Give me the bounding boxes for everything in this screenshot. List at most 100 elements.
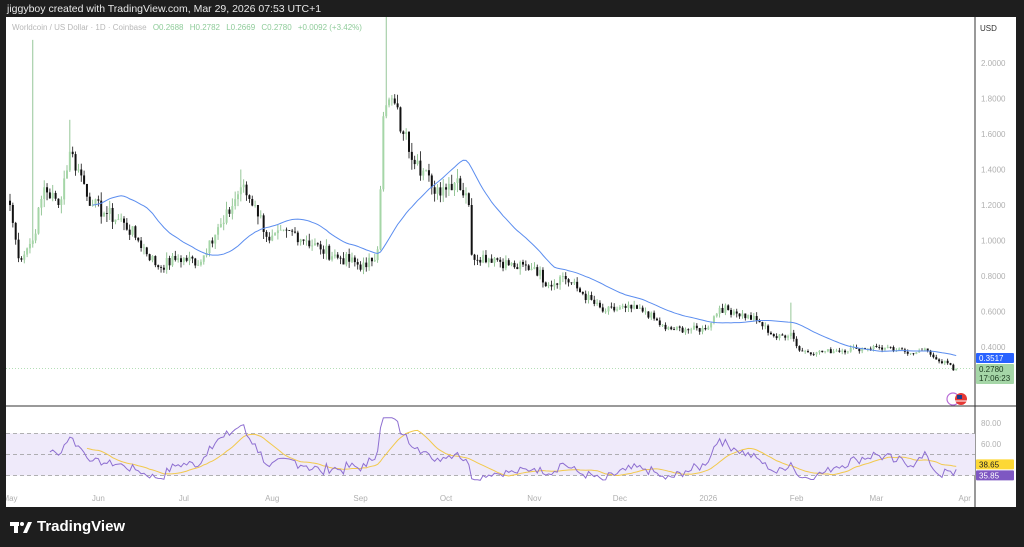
candle-body (601, 307, 604, 312)
candle-body (311, 245, 314, 247)
high-value: H0.2782 (189, 23, 220, 32)
moving-average (92, 159, 957, 357)
candle-body (228, 209, 231, 214)
candle-body (835, 350, 838, 352)
candle-body (402, 131, 405, 134)
time-tick-label: Nov (527, 494, 541, 503)
candle-body (439, 187, 442, 196)
candle-body (886, 346, 889, 348)
candle-body (570, 282, 573, 284)
candle-body (573, 281, 576, 284)
rsi-tick-label: 80.00 (981, 419, 1002, 428)
candle-body (869, 348, 872, 350)
candle-body (861, 348, 864, 352)
candle-body (66, 170, 68, 179)
candle-body (775, 336, 778, 339)
candle-body (348, 254, 351, 262)
candle-body (695, 325, 698, 329)
candle-body (174, 255, 177, 260)
candle-body (644, 311, 647, 313)
candle-body (798, 346, 801, 351)
price-tick-label: 1.8000 (981, 95, 1006, 104)
candle-body (687, 329, 690, 331)
ma-tag-bg (976, 353, 1014, 363)
candle-body (556, 283, 559, 285)
candle-body (410, 151, 413, 160)
candle-body (248, 195, 251, 199)
candle-body (262, 215, 265, 232)
candle-body (276, 230, 279, 234)
candle-body (710, 323, 713, 328)
candle-body (160, 267, 163, 268)
candle-body (313, 243, 316, 246)
candle-body (433, 187, 436, 194)
candle-body (490, 258, 493, 263)
candle-body (616, 309, 619, 311)
candle-body (23, 254, 26, 260)
candle-body (872, 345, 875, 350)
candle-body (177, 258, 180, 260)
candle-body (225, 209, 228, 223)
rsi-ma-tag-text: 38.65 (979, 460, 1000, 469)
candle-body (120, 218, 123, 220)
candle-body (165, 258, 168, 270)
candle-body (482, 254, 485, 263)
candle-body (396, 103, 399, 108)
candle-body (470, 205, 473, 255)
candle-body (533, 267, 536, 269)
price-axis[interactable]: 2.0000 1.8000 1.6000 1.4000 1.2000 1.0000 0.80… (981, 59, 1006, 352)
candle-body (693, 325, 695, 330)
candle-body (265, 231, 268, 237)
candle-body (738, 313, 741, 317)
candle-body (26, 248, 29, 255)
candle-body (100, 200, 103, 217)
candle-body (923, 348, 926, 351)
candle-body (536, 267, 539, 276)
candle-body (633, 305, 636, 309)
candle-body (727, 305, 730, 310)
candle-body (379, 189, 382, 250)
chart-panel[interactable]: USD 2.0000 1.8000 1.6000 1.4000 1.2000 1.0000… (6, 17, 1016, 507)
candle-body (370, 257, 373, 262)
candles (9, 17, 958, 371)
candle-body (217, 227, 220, 235)
candle-body (906, 351, 909, 354)
rsi-tag-bg (976, 470, 1014, 481)
candle-body (915, 352, 918, 355)
candle-body (191, 256, 194, 259)
candle-body (71, 151, 74, 155)
candle-body (946, 360, 949, 364)
candle-body (305, 240, 308, 242)
candle-body (319, 244, 322, 250)
candle-body (824, 351, 827, 353)
time-tick-label: Sep (353, 494, 368, 503)
candle-body (818, 350, 821, 353)
candle-body (274, 233, 277, 236)
candle-body (576, 281, 579, 289)
time-axis[interactable]: May Jun Jul Aug Sep Oct Nov Dec 2026 Feb Mar Apr (6, 494, 971, 503)
candle-body (735, 311, 738, 314)
candle-body (202, 255, 205, 262)
candle-body (553, 283, 556, 287)
candle-body (103, 213, 106, 217)
candle-body (117, 218, 120, 220)
candle-body (154, 256, 157, 266)
chart-canvas[interactable]: USD 2.0000 1.8000 1.6000 1.4000 1.2000 1.0000… (6, 17, 1016, 507)
symbol-name[interactable]: Worldcoin / US Dollar · 1D · Coinbase (12, 23, 147, 32)
candle-body (767, 325, 770, 333)
candle-body (125, 222, 128, 230)
candle-body (875, 345, 878, 347)
candle-body (282, 229, 285, 231)
candle-body (909, 353, 912, 355)
candle-body (641, 307, 644, 312)
candle-body (664, 324, 667, 330)
candle-body (584, 293, 587, 300)
candle-body (732, 311, 735, 315)
low-value: L0.2669 (226, 23, 256, 32)
candle-body (242, 184, 245, 188)
candle-body (678, 326, 681, 328)
candle-body (499, 259, 502, 262)
currency-label[interactable]: USD (980, 24, 997, 33)
candle-body (251, 198, 254, 206)
